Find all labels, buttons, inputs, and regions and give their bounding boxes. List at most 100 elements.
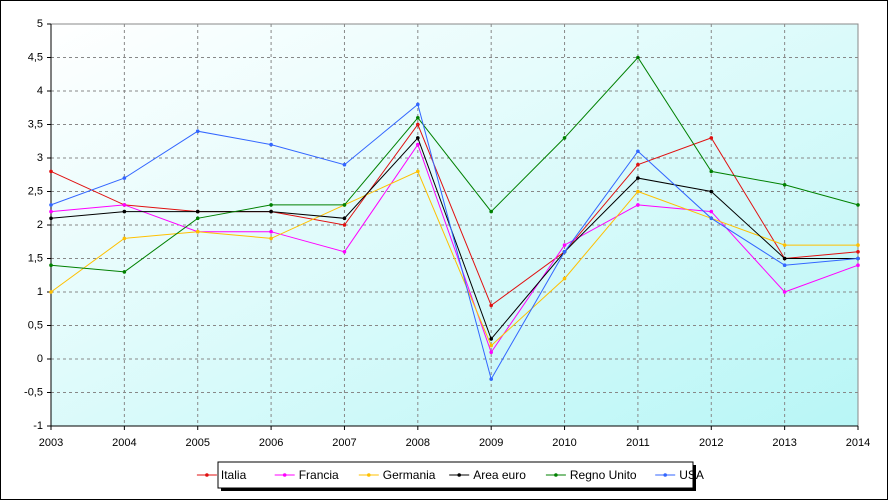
series-line bbox=[50, 170, 858, 347]
point-marker bbox=[856, 243, 860, 247]
point-marker bbox=[416, 116, 420, 120]
point-marker bbox=[489, 343, 493, 348]
x-tick-label: 2009 bbox=[479, 437, 503, 449]
point-marker bbox=[782, 290, 787, 294]
y-tick-label: -1 bbox=[33, 420, 43, 432]
x-tick-label: 2011 bbox=[626, 437, 650, 449]
y-tick-label: 2,5 bbox=[28, 185, 43, 197]
point-marker bbox=[342, 223, 347, 227]
y-tick-label: -0,5 bbox=[24, 386, 43, 398]
point-marker bbox=[782, 263, 787, 268]
x-tick-label: 2008 bbox=[406, 437, 430, 449]
point-marker bbox=[416, 102, 420, 107]
point-marker bbox=[562, 276, 567, 281]
legend-label: Area euro bbox=[473, 468, 526, 482]
point-marker bbox=[416, 169, 420, 174]
point-marker bbox=[636, 189, 640, 194]
y-tick-label: 1 bbox=[37, 286, 43, 298]
point-marker bbox=[416, 142, 420, 147]
point-marker bbox=[636, 149, 640, 154]
x-tick-label: 2012 bbox=[699, 437, 723, 449]
x-tick-label: 2010 bbox=[552, 437, 576, 449]
point-marker bbox=[489, 350, 493, 355]
legend-label: USA bbox=[679, 468, 704, 482]
legend-label: Regno Unito bbox=[570, 468, 637, 482]
point-marker bbox=[195, 209, 200, 214]
point-marker bbox=[489, 337, 493, 341]
point-marker bbox=[342, 162, 347, 167]
x-tick-label: 2013 bbox=[772, 437, 796, 449]
x-tick-label: 2005 bbox=[185, 437, 209, 449]
x-tick-label: 2014 bbox=[846, 437, 870, 449]
y-tick-label: 0 bbox=[37, 353, 43, 365]
point-marker bbox=[269, 142, 273, 147]
series-line bbox=[50, 103, 859, 381]
y-tick-label: 2 bbox=[37, 219, 43, 231]
point-marker bbox=[856, 263, 860, 268]
point-marker bbox=[782, 243, 787, 247]
point-marker bbox=[195, 129, 200, 133]
y-tick-label: 0,5 bbox=[28, 319, 43, 331]
series-line bbox=[50, 123, 859, 307]
point-marker bbox=[49, 209, 53, 214]
point-marker bbox=[49, 203, 53, 207]
point-marker bbox=[709, 189, 714, 194]
point-marker bbox=[709, 216, 714, 221]
point-marker bbox=[636, 55, 640, 60]
point-marker bbox=[856, 203, 860, 207]
point-marker bbox=[416, 122, 420, 127]
point-marker bbox=[416, 136, 420, 140]
point-marker bbox=[49, 169, 53, 174]
x-tick-label: 2004 bbox=[112, 437, 136, 449]
legend-marker bbox=[554, 473, 558, 477]
point-marker bbox=[122, 203, 127, 207]
y-tick-label: 5 bbox=[37, 18, 43, 30]
point-marker bbox=[269, 203, 273, 207]
point-marker bbox=[782, 183, 787, 187]
y-tick-label: 4 bbox=[37, 85, 43, 97]
point-marker bbox=[195, 216, 200, 221]
series-line bbox=[50, 56, 859, 273]
point-marker bbox=[122, 209, 127, 214]
y-tick-label: 3,5 bbox=[28, 118, 43, 130]
legend-label: Italia bbox=[221, 468, 247, 482]
legend-label: Germania bbox=[383, 468, 436, 482]
point-marker bbox=[636, 203, 640, 207]
point-marker bbox=[195, 229, 200, 234]
point-marker bbox=[636, 176, 640, 180]
point-marker bbox=[489, 303, 493, 308]
x-tick-label: 2003 bbox=[39, 437, 63, 449]
legend-marker bbox=[457, 473, 462, 477]
legend-marker bbox=[367, 473, 371, 477]
point-marker bbox=[342, 250, 347, 254]
series-line bbox=[50, 136, 858, 340]
point-marker bbox=[562, 136, 567, 140]
point-marker bbox=[709, 136, 714, 140]
legend-label: Francia bbox=[299, 468, 339, 482]
x-tick-label: 2007 bbox=[332, 437, 356, 449]
legend-marker bbox=[205, 473, 209, 477]
point-marker bbox=[709, 169, 714, 174]
legend-marker bbox=[282, 473, 287, 477]
point-marker bbox=[782, 256, 787, 261]
y-tick-label: 1,5 bbox=[28, 252, 43, 264]
y-tick-label: 3 bbox=[37, 152, 43, 164]
y-tick-label: 4,5 bbox=[28, 51, 43, 63]
point-marker bbox=[856, 256, 860, 261]
point-marker bbox=[562, 243, 567, 247]
x-tick-label: 2006 bbox=[259, 437, 283, 449]
point-marker bbox=[122, 236, 127, 241]
point-marker bbox=[562, 250, 567, 254]
point-marker bbox=[49, 216, 53, 221]
point-marker bbox=[269, 229, 273, 234]
point-marker bbox=[489, 209, 493, 214]
point-marker bbox=[122, 270, 127, 274]
point-marker bbox=[709, 209, 714, 214]
point-marker bbox=[342, 203, 347, 207]
point-marker bbox=[342, 216, 347, 221]
point-marker bbox=[122, 176, 127, 180]
point-marker bbox=[269, 236, 273, 241]
point-marker bbox=[489, 377, 493, 381]
